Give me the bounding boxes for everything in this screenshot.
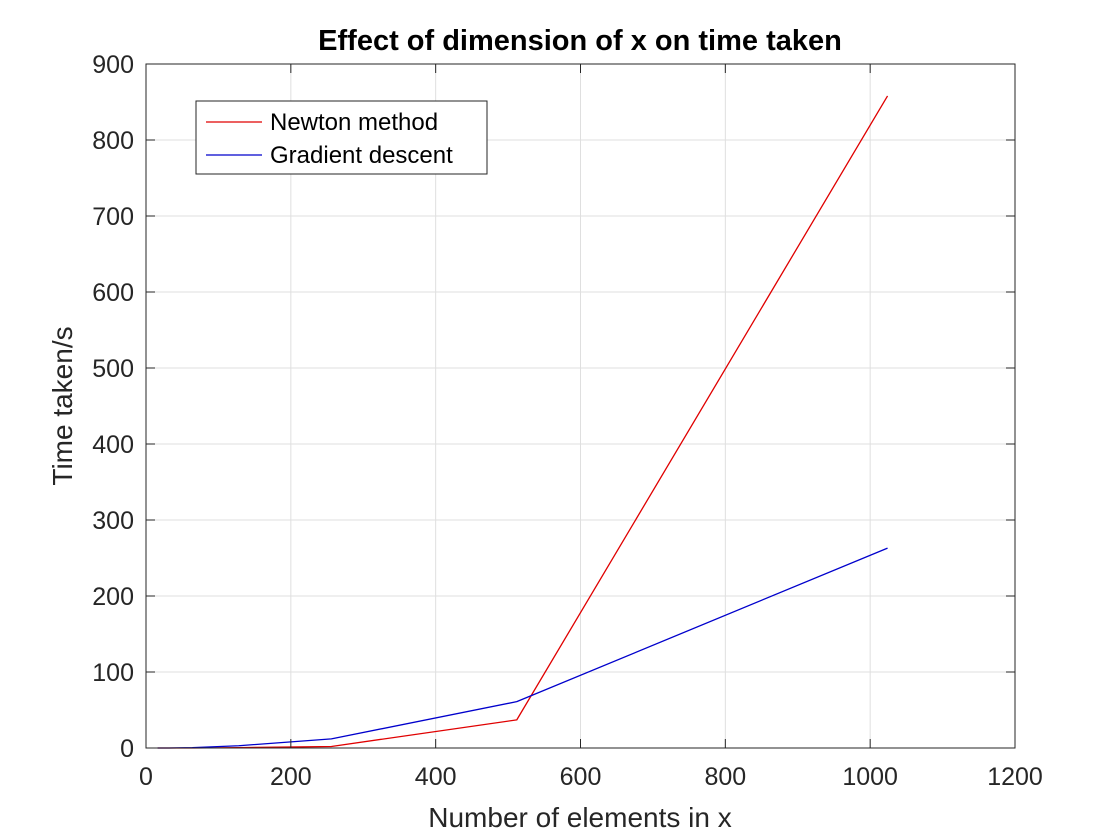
chart-title: Effect of dimension of x on time taken	[318, 25, 842, 57]
x-axis-label: Number of elements in x	[428, 802, 731, 833]
y-tick-label: 100	[92, 659, 134, 687]
y-tick-label: 0	[120, 735, 134, 763]
x-tick-label: 400	[415, 763, 457, 791]
x-tick-label: 600	[560, 763, 602, 791]
axis-ticks: 0 200 400 600 800 1000 1200 0 100 200 300 400 500 600…	[92, 51, 1043, 791]
x-tick-label: 1000	[842, 763, 898, 791]
y-tick-label: 600	[92, 279, 134, 307]
legend-box	[195, 100, 488, 175]
y-tick-label: 300	[92, 507, 134, 535]
y-tick-label: 800	[92, 127, 134, 155]
x-tick-label: 200	[270, 763, 312, 791]
y-tick-label: 200	[92, 583, 134, 611]
y-tick-label: 900	[92, 51, 134, 79]
x-tick-label: 1200	[987, 763, 1043, 791]
y-tick-label: 700	[92, 203, 134, 231]
y-tick-label: 500	[92, 355, 134, 383]
legend: Newton method Gradient descent	[195, 100, 488, 175]
legend-label: Gradient descent	[270, 142, 453, 169]
x-tick-label: 0	[139, 763, 153, 791]
y-tick-label: 400	[92, 431, 134, 459]
y-axis-label: Time taken/s	[47, 326, 78, 485]
legend-label: Newton method	[270, 109, 438, 136]
x-tick-label: 800	[704, 763, 746, 791]
